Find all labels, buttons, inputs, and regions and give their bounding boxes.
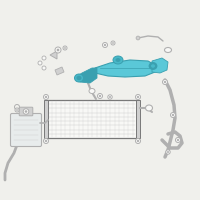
Circle shape	[64, 47, 66, 49]
Polygon shape	[152, 58, 168, 73]
Circle shape	[170, 112, 176, 117]
Circle shape	[38, 61, 42, 65]
Polygon shape	[95, 60, 155, 77]
Circle shape	[136, 138, 140, 144]
Circle shape	[55, 47, 61, 53]
Circle shape	[23, 109, 29, 114]
Circle shape	[136, 36, 140, 40]
Circle shape	[136, 95, 140, 99]
Circle shape	[111, 41, 115, 45]
Circle shape	[44, 138, 48, 144]
Polygon shape	[76, 68, 97, 83]
Circle shape	[109, 96, 111, 98]
Circle shape	[45, 140, 47, 142]
Bar	[136, 100, 140, 138]
Ellipse shape	[164, 47, 172, 52]
Circle shape	[172, 114, 174, 116]
Ellipse shape	[76, 76, 82, 80]
Bar	[44, 100, 48, 138]
Circle shape	[162, 79, 168, 84]
Ellipse shape	[146, 105, 153, 111]
Circle shape	[137, 37, 139, 39]
Ellipse shape	[74, 74, 84, 82]
Circle shape	[166, 150, 170, 154]
Ellipse shape	[113, 56, 123, 64]
Polygon shape	[55, 67, 64, 75]
Circle shape	[99, 95, 101, 97]
Circle shape	[176, 138, 180, 142]
Circle shape	[177, 139, 179, 141]
Circle shape	[167, 151, 169, 153]
Circle shape	[42, 66, 46, 70]
FancyBboxPatch shape	[10, 114, 42, 146]
Circle shape	[25, 110, 27, 113]
Circle shape	[108, 95, 112, 99]
Circle shape	[102, 43, 108, 47]
Circle shape	[16, 109, 18, 111]
Circle shape	[137, 140, 139, 142]
Ellipse shape	[151, 64, 155, 68]
Circle shape	[98, 94, 102, 98]
Circle shape	[104, 44, 106, 46]
Ellipse shape	[149, 62, 157, 70]
Circle shape	[137, 96, 139, 98]
FancyBboxPatch shape	[19, 107, 33, 116]
Ellipse shape	[116, 58, 120, 62]
Circle shape	[63, 46, 67, 50]
Polygon shape	[50, 51, 57, 59]
Circle shape	[15, 108, 19, 112]
Bar	[47, 100, 137, 138]
Circle shape	[164, 81, 166, 83]
Circle shape	[112, 42, 114, 44]
Circle shape	[57, 49, 59, 51]
Ellipse shape	[89, 88, 95, 94]
Circle shape	[42, 56, 46, 60]
Circle shape	[45, 96, 47, 98]
Circle shape	[44, 95, 48, 99]
